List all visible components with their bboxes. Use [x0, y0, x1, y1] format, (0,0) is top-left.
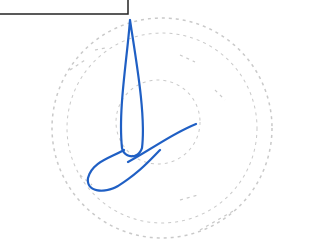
signature [88, 20, 196, 191]
stamp-outer-ring [52, 18, 272, 238]
stamp-marks [70, 48, 235, 230]
signature-tail [128, 124, 196, 162]
stamp-inner-ring [67, 33, 257, 223]
scan [0, 0, 277, 247]
stamp [52, 18, 272, 238]
signature-stroke [88, 150, 160, 191]
box-border [0, 0, 128, 14]
document-fragment [0, 0, 277, 247]
